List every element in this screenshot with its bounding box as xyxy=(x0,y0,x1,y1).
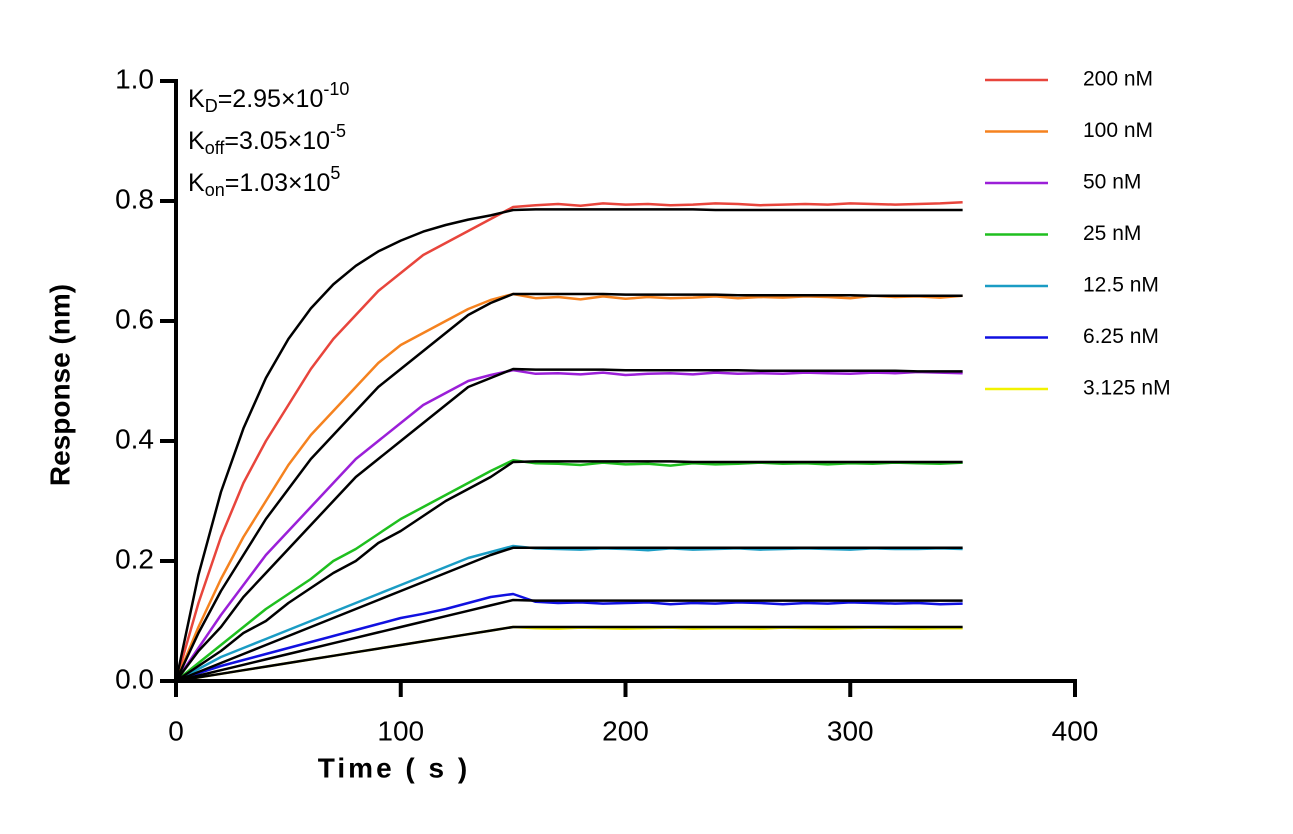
data-line xyxy=(174,368,963,682)
x-tick-label: 200 xyxy=(602,715,649,746)
data-line xyxy=(175,625,963,683)
annotation: Koff=3.05×10-5 xyxy=(188,121,346,158)
legend-label: 50 nM xyxy=(1083,171,1141,194)
data-line xyxy=(175,458,963,682)
fit-line xyxy=(174,292,963,682)
data-line xyxy=(175,592,963,683)
x-axis-title: Time ( s ) xyxy=(318,752,470,783)
x-tick-label: 100 xyxy=(377,715,424,746)
fit-line xyxy=(175,546,963,683)
fit-line xyxy=(174,367,963,682)
fit-line xyxy=(175,598,963,683)
annotation-sub: off xyxy=(205,138,226,158)
x-tick-label: 400 xyxy=(1052,715,1099,746)
annotation-sub: on xyxy=(205,180,225,200)
y-tick-label: 0.0 xyxy=(115,663,154,694)
annotation-text: =1.03×10 xyxy=(225,169,331,197)
data-line xyxy=(174,292,963,682)
x-tick-label: 0 xyxy=(168,715,184,746)
legend-label: 25 nM xyxy=(1083,222,1141,245)
y-tick-label: 0.2 xyxy=(115,543,154,574)
y-tick-label: 0.4 xyxy=(115,423,154,454)
annotation-text: =2.95×10 xyxy=(218,85,324,113)
annotation-symbol: K xyxy=(188,169,205,197)
x-tick-label: 300 xyxy=(827,715,874,746)
annotation-text: =3.05×10 xyxy=(224,127,330,155)
legend-label: 12.5 nM xyxy=(1083,274,1159,297)
annotation-sub: D xyxy=(205,96,218,116)
legend-label: 6.25 nM xyxy=(1083,325,1159,348)
fit-line xyxy=(174,208,963,682)
fit-line xyxy=(175,625,963,683)
data-line xyxy=(175,544,963,683)
y-axis-title: Response (nm) xyxy=(44,284,75,486)
annotation-symbol: K xyxy=(188,85,205,113)
annotation: Kon=1.03×105 xyxy=(188,163,340,200)
data-line xyxy=(174,200,963,682)
legend-label: 100 nM xyxy=(1083,119,1153,142)
annotation-symbol: K xyxy=(188,127,205,155)
y-tick-label: 0.8 xyxy=(115,183,154,214)
legend-label: 200 nM xyxy=(1083,68,1153,91)
annotation-sup: -10 xyxy=(323,79,349,99)
y-tick-label: 1.0 xyxy=(115,63,154,94)
y-tick-label: 0.6 xyxy=(115,303,154,334)
legend-label: 3.125 nM xyxy=(1083,377,1171,400)
annotation: KD=2.95×10-10 xyxy=(188,79,349,116)
annotation-sup: 5 xyxy=(330,163,340,183)
annotation-sup: -5 xyxy=(330,121,346,141)
fit-line xyxy=(175,460,963,683)
